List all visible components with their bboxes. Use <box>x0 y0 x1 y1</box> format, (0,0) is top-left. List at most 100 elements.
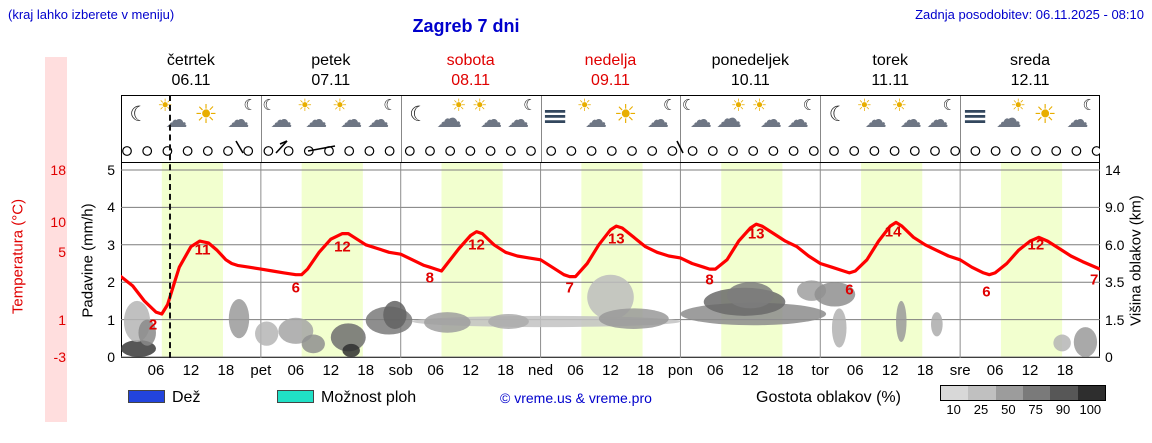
cloudcover-circle <box>728 146 738 156</box>
x-axis-label: sob <box>388 362 413 379</box>
page-title: Zagreb 7 dni <box>412 16 520 36</box>
density-tick: 75 <box>1028 402 1043 417</box>
cloud-blob <box>931 312 943 337</box>
copyright-link[interactable]: © vreme.us & vreme.pro <box>500 390 652 406</box>
day-date: 06.11 <box>171 72 211 89</box>
density-swatch <box>1050 386 1078 400</box>
temp-tick: 1 <box>58 312 66 328</box>
day-name: nedelja <box>584 52 637 69</box>
cloudcover-circle <box>566 146 577 156</box>
x-axis-label: 06 <box>567 362 584 379</box>
cloudcover-circle <box>223 146 233 156</box>
temp-axis-strip <box>45 57 67 422</box>
day-separator-line <box>680 96 682 162</box>
day-name: ponedeljek <box>711 52 790 69</box>
moon-cloud-icon: ☾ ☁ <box>681 96 712 133</box>
temp-axis-title: Temperatura (°C) <box>9 198 27 315</box>
day-date: 10.11 <box>730 72 770 89</box>
x-axis-label: 18 <box>1056 362 1074 379</box>
cloudcover-circle <box>526 146 536 156</box>
cloudcover-circle <box>505 146 516 156</box>
cloud-blob <box>1073 327 1098 357</box>
x-axis-label: 06 <box>846 362 864 379</box>
moon-cloud-icon: ☾ ☁ <box>262 96 293 133</box>
cloudcover-circle <box>1091 146 1100 156</box>
cloudheight-tick: 6.0 <box>1105 236 1125 253</box>
cloudcover-circle <box>384 146 395 156</box>
showers-legend-swatch <box>277 390 314 403</box>
current-time-line <box>168 95 171 358</box>
cloudcover-circle <box>687 146 698 156</box>
cloudcover-circle <box>748 146 759 156</box>
sun-cloud-icon: ☀ ☁ <box>577 96 608 133</box>
cloudcover-circle <box>950 146 961 156</box>
cloud-blob <box>488 313 529 329</box>
density-tick: 50 <box>1001 402 1016 417</box>
day-separator-line <box>260 96 262 162</box>
x-axis-label: 12 <box>462 362 479 379</box>
cloudcover-circle <box>788 146 799 156</box>
day-name: sreda <box>1010 52 1051 69</box>
temperature-value-label: 8 <box>425 269 435 287</box>
x-axis-label: 06 <box>287 362 305 379</box>
sun-cloud-icon: ☀ ☁ <box>297 96 328 133</box>
cloudheight-tick: 14 <box>1105 162 1121 178</box>
sun-cloud-icon: ☀ ☁ <box>157 96 188 133</box>
x-axis-label: pon <box>667 362 693 379</box>
x-axis-label: 12 <box>1021 362 1039 379</box>
x-axis-label: 18 <box>637 362 654 379</box>
temperature-value-label: 7 <box>565 279 574 297</box>
cloudcover-circle <box>465 146 476 156</box>
cloudcover-circle <box>202 146 213 156</box>
day-date: 09.11 <box>591 72 630 89</box>
plot-top-border <box>121 162 1100 163</box>
x-axis-label: 18 <box>217 362 235 379</box>
x-axis-label: 06 <box>707 362 724 379</box>
cloud-blob <box>598 308 669 329</box>
cloud-blob <box>330 323 366 352</box>
fog-icon: ≡ <box>541 102 569 130</box>
sun-icon: ☀ <box>1033 100 1057 130</box>
precip-tick: 0 <box>107 349 115 365</box>
cloudcover-circle <box>1051 146 1062 156</box>
cloud-blob <box>896 300 907 343</box>
x-axis-label: 12 <box>182 362 200 379</box>
wind-barb-icon <box>235 140 244 154</box>
precip-axis-title: Padavine (mm/h) <box>79 203 97 318</box>
temperature-value-label: 14 <box>884 223 902 241</box>
cloudcover-circle <box>485 146 496 156</box>
rain-legend-swatch <box>128 390 165 403</box>
cloudheight-tick: 0 <box>1105 349 1113 365</box>
x-axis-label: 12 <box>881 362 899 379</box>
cloud-blob <box>727 282 774 309</box>
cloudcover-circle <box>122 146 132 156</box>
x-axis-label: 12 <box>322 362 340 379</box>
wind-barb-icon <box>676 140 684 154</box>
cloudheight-tick: 3.5 <box>1105 274 1125 291</box>
temperature-curve <box>121 220 1100 316</box>
cloudcover-circle <box>808 146 819 156</box>
day-separator-line <box>540 96 542 162</box>
density-swatch <box>1022 386 1051 400</box>
day-date: 07.11 <box>311 72 351 89</box>
cloudcover-circles-row <box>122 140 1100 156</box>
density-swatch <box>941 386 969 400</box>
cloudcover-circle <box>142 146 153 156</box>
x-axis-label: 12 <box>742 362 759 379</box>
day-separator-line <box>820 96 822 162</box>
temperature-value-label: 12 <box>1027 236 1045 254</box>
density-tick: 90 <box>1055 402 1071 417</box>
day-separator-line <box>960 96 962 162</box>
cloudcover-circle <box>344 146 355 156</box>
sun-icon: ☀ <box>613 100 638 130</box>
cloudcover-circle <box>869 146 880 156</box>
cloud-density-label: Gostota oblakov (%) <box>756 389 901 406</box>
x-axis-label: 18 <box>497 362 514 379</box>
moon-icon: ☾ <box>409 102 429 126</box>
precip-tick: 4 <box>107 199 115 216</box>
moon-icon: ☾ <box>129 102 149 126</box>
cloud-blob <box>342 343 360 357</box>
day-name: četrtek <box>166 52 215 69</box>
cloud-blob <box>138 319 156 346</box>
cloudcover-circle <box>909 146 920 156</box>
